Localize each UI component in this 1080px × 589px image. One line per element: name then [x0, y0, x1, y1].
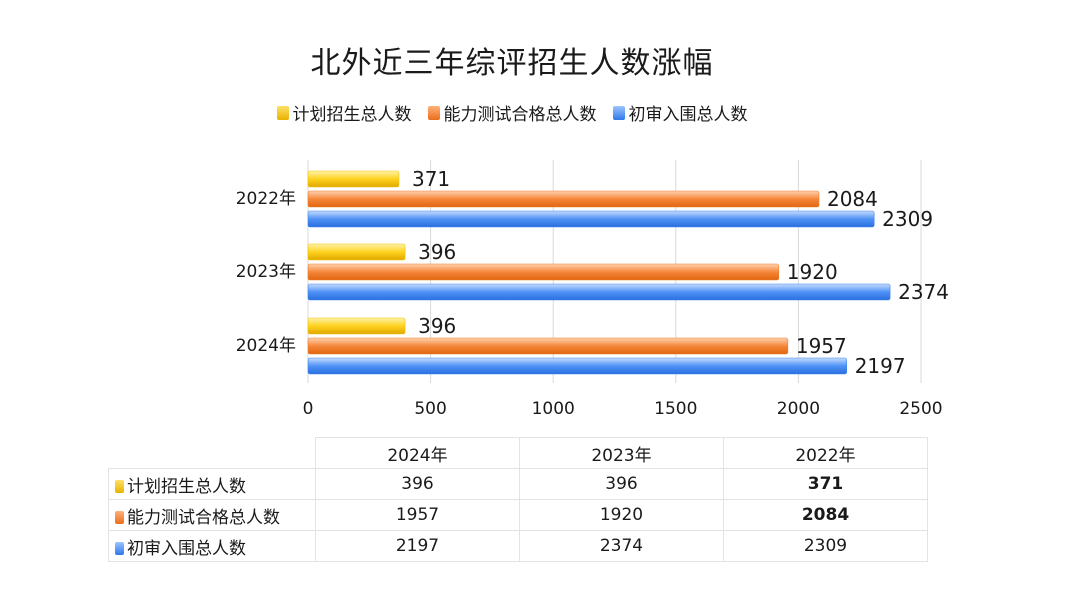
x-tick-label: 0 [303, 399, 314, 419]
legend-item-qualified: 能力测试合格总人数 [427, 100, 597, 125]
table-row: 能力测试合格总人数 1957 1920 2084 [108, 499, 928, 531]
x-tick-label: 2000 [777, 399, 820, 419]
bar [307, 243, 406, 261]
table-col-2024: 2024年 [315, 437, 520, 469]
data-label: 371 [412, 167, 450, 191]
table-row-label: 初审入围总人数 [108, 530, 316, 562]
x-tick-label: 2500 [899, 399, 942, 419]
table-cell: 2374 [519, 530, 724, 562]
bar [307, 210, 875, 228]
row-label-plan: 计划招生总人数 [127, 476, 246, 497]
bar [307, 263, 780, 281]
data-label: 1920 [787, 260, 838, 284]
table-cell: 2084 [723, 499, 928, 531]
data-label: 2374 [898, 280, 949, 304]
row-swatch-shortlisted [115, 541, 124, 555]
legend-label-plan: 计划招生总人数 [292, 105, 412, 125]
data-label: 2084 [827, 187, 878, 211]
bar [307, 357, 848, 375]
table-cell: 1920 [519, 499, 724, 531]
bar [307, 317, 406, 335]
data-label: 2197 [855, 354, 906, 378]
table-header-row: 2024年 2023年 2022年 [108, 437, 928, 469]
chart-title: 北外近三年综评招生人数涨幅 [310, 46, 714, 81]
data-table: 2024年 2023年 2022年 计划招生总人数 396 396 371 能力… [108, 437, 928, 562]
x-tick-label: 1500 [654, 399, 697, 419]
table-row: 计划招生总人数 396 396 371 [108, 468, 928, 500]
bar [307, 283, 891, 301]
row-swatch-plan [115, 479, 124, 493]
row-label-shortlisted: 初审入围总人数 [127, 538, 246, 559]
legend-swatch-plan [276, 105, 289, 120]
bar [307, 337, 789, 355]
table-cell: 396 [315, 468, 520, 500]
table-row: 初审入围总人数 2197 2374 2309 [108, 530, 928, 562]
table-cell: 1957 [315, 499, 520, 531]
legend-swatch-shortlisted [612, 105, 625, 120]
legend-swatch-qualified [427, 105, 440, 120]
y-category-label: 2022年 [236, 189, 296, 209]
x-tick-label: 1000 [532, 399, 575, 419]
legend-item-shortlisted: 初审入围总人数 [612, 100, 748, 125]
table-col-2023: 2023年 [519, 437, 724, 469]
table-row-label: 计划招生总人数 [108, 468, 316, 500]
table-corner [108, 437, 316, 469]
table-cell: 396 [519, 468, 724, 500]
table-col-2022: 2022年 [723, 437, 928, 469]
legend-label-qualified: 能力测试合格总人数 [443, 105, 597, 125]
row-swatch-qualified [115, 510, 124, 524]
y-category-label: 2024年 [236, 336, 296, 356]
row-label-qualified: 能力测试合格总人数 [127, 507, 280, 528]
table-cell: 2309 [723, 530, 928, 562]
data-label: 1957 [796, 334, 847, 358]
data-label: 396 [418, 240, 456, 264]
legend: 计划招生总人数 能力测试合格总人数 初审入围总人数 [0, 100, 1024, 125]
x-tick-label: 500 [414, 399, 446, 419]
table-cell: 371 [723, 468, 928, 500]
bar [307, 190, 820, 208]
legend-item-plan: 计划招生总人数 [276, 100, 412, 125]
legend-label-shortlisted: 初审入围总人数 [628, 105, 748, 125]
bar [307, 170, 400, 188]
table-cell: 2197 [315, 530, 520, 562]
data-label: 396 [418, 314, 456, 338]
y-category-label: 2023年 [236, 262, 296, 282]
table-row-label: 能力测试合格总人数 [108, 499, 316, 531]
data-label: 2309 [882, 207, 933, 231]
